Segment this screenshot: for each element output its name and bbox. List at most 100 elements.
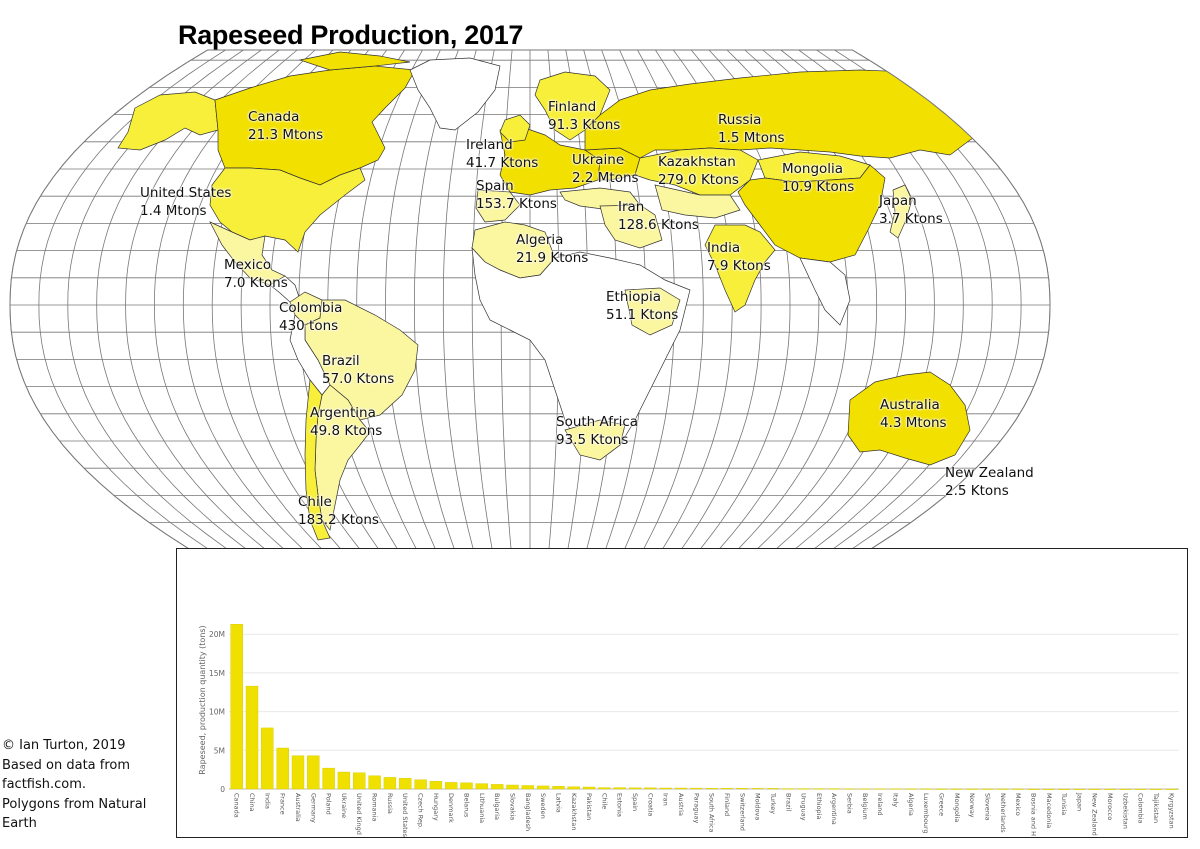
country-label-india: India 7.9 Ktons bbox=[707, 239, 771, 275]
x-tick-label: Australia bbox=[294, 793, 302, 822]
country-canada-islands bbox=[298, 51, 411, 71]
bar-morocco bbox=[1103, 788, 1117, 790]
x-tick-label: Romania bbox=[371, 793, 379, 821]
inset-bar-chart: 0 5M 10M 15M 20M Rapeseed, production quantit… bbox=[176, 548, 1188, 838]
production-value: 183.2 Ktons bbox=[298, 512, 379, 528]
bar-macedonia bbox=[1042, 788, 1055, 790]
bar-pakistan bbox=[582, 786, 596, 790]
bar-spain bbox=[628, 787, 642, 790]
x-tick-label: Serbia bbox=[846, 793, 854, 814]
y-tick-label: 5M bbox=[214, 746, 225, 755]
country-china bbox=[737, 164, 886, 263]
x-tick-label: United States bbox=[401, 793, 409, 837]
x-tick-label: Denmark bbox=[447, 793, 455, 823]
bar-estonia bbox=[613, 787, 626, 790]
country-chile bbox=[304, 379, 331, 541]
x-tick-label: Luxembourg bbox=[922, 793, 930, 834]
country-south-africa bbox=[564, 419, 626, 461]
graticule-meridian bbox=[153, 49, 298, 560]
x-tick-label: South Africa bbox=[708, 793, 716, 833]
production-value: 91.3 Ktons bbox=[548, 117, 621, 133]
bar-bosnia-and-h bbox=[1027, 788, 1040, 790]
country-mexico bbox=[209, 221, 286, 286]
country-japan bbox=[889, 184, 913, 239]
x-tick-label: Finland bbox=[723, 793, 731, 816]
x-tick-label: Bangladesh bbox=[524, 793, 532, 831]
bar-czech-rep- bbox=[414, 779, 427, 790]
y-tick-label: 20M bbox=[209, 630, 225, 639]
x-tick-label: Morocco bbox=[1106, 793, 1114, 820]
x-tick-label: Kyrgyzstan bbox=[1167, 793, 1175, 829]
x-tick-label: Russia bbox=[386, 793, 394, 814]
country-name: Finland bbox=[548, 99, 597, 115]
x-tick-label: Switzerland bbox=[738, 793, 746, 831]
x-tick-label: Italy bbox=[892, 793, 900, 807]
country-name: Iran bbox=[618, 199, 645, 215]
country-label-australia: Australia 4.3 Mtons bbox=[880, 396, 947, 432]
country-label-mongolia: Mongolia 10.9 Ktons bbox=[782, 160, 854, 196]
country-russia bbox=[584, 69, 1011, 159]
production-value: 153.7 Ktons bbox=[476, 196, 557, 212]
bar-japan bbox=[1073, 788, 1086, 790]
country-name: Canada bbox=[248, 109, 300, 125]
bar-switzerland bbox=[736, 788, 749, 790]
x-tick-label: Croatia bbox=[646, 793, 654, 816]
x-tick-label: Chile bbox=[600, 793, 608, 809]
x-tick-label: Tajikistan bbox=[1152, 792, 1160, 823]
country-name: Kazakhstan bbox=[658, 154, 736, 170]
bar-ukraine bbox=[337, 771, 351, 790]
country-name: India bbox=[707, 240, 741, 256]
bar-belarus bbox=[460, 782, 473, 790]
x-tick-label: Uzbekistan bbox=[1121, 793, 1129, 829]
bar-south-africa bbox=[705, 788, 718, 790]
graticule-meridian bbox=[38, 49, 226, 560]
production-value: 1.5 Mtons bbox=[718, 130, 785, 146]
x-tick-label: Kazakhstan bbox=[570, 793, 578, 830]
bar-new-zealand bbox=[1088, 788, 1101, 790]
x-tick-label: Belarus bbox=[463, 793, 471, 818]
world-map bbox=[9, 49, 1051, 560]
x-tick-label: Austria bbox=[677, 793, 685, 816]
bar-denmark bbox=[445, 782, 458, 790]
bar-russia bbox=[383, 777, 397, 790]
x-tick-label: Slovakia bbox=[509, 793, 517, 820]
x-tick-label: Argentina bbox=[830, 793, 838, 825]
bar-china bbox=[245, 685, 259, 790]
country-name: Russia bbox=[718, 112, 762, 128]
production-value: 7.0 Ktons bbox=[224, 275, 288, 291]
x-tick-label: Czech Rep. bbox=[417, 793, 425, 829]
x-tick-label: Bulgaria bbox=[493, 793, 501, 820]
x-tick-label: Bosnia and H bbox=[1029, 793, 1037, 836]
country-label-mexico: Mexico 7.0 Ktons bbox=[224, 256, 288, 292]
bar-sweden bbox=[536, 785, 550, 790]
country-name: South Africa bbox=[556, 414, 639, 430]
credit-line: © Ian Turton, 2019 bbox=[2, 738, 126, 753]
country-label-ukraine: Ukraine 2.2 Mtons bbox=[572, 151, 639, 187]
country-india bbox=[704, 224, 776, 313]
bar-romania bbox=[368, 775, 381, 790]
x-tick-label: Spain bbox=[631, 793, 639, 811]
bar-croatia bbox=[644, 787, 657, 790]
country-name: Colombia bbox=[279, 300, 343, 316]
x-tick-label: Slovenia bbox=[984, 793, 992, 821]
x-tick-label: Colombia bbox=[1137, 793, 1145, 824]
bar-hungary bbox=[429, 781, 443, 790]
bar-algeria bbox=[904, 788, 918, 790]
bar-finland bbox=[720, 788, 734, 790]
bar-netherlands bbox=[996, 788, 1009, 790]
country-europe-west bbox=[499, 127, 601, 196]
production-value: 21.3 Mtons bbox=[248, 127, 324, 143]
bar-canada bbox=[230, 623, 243, 790]
bar-bangladesh bbox=[521, 785, 534, 790]
map-outline bbox=[9, 49, 1051, 560]
bar-iran bbox=[659, 787, 672, 790]
production-value: 57.0 Ktons bbox=[322, 371, 395, 387]
y-tick-label: 0 bbox=[220, 785, 225, 794]
x-tick-label: Estonia bbox=[616, 793, 624, 817]
country-name: Argentina bbox=[310, 405, 376, 421]
bar-lithuania bbox=[475, 783, 488, 790]
bar-austria bbox=[674, 787, 688, 790]
bar-india bbox=[261, 727, 274, 790]
country-label-japan: Japan 3.7 Ktons bbox=[879, 192, 943, 228]
